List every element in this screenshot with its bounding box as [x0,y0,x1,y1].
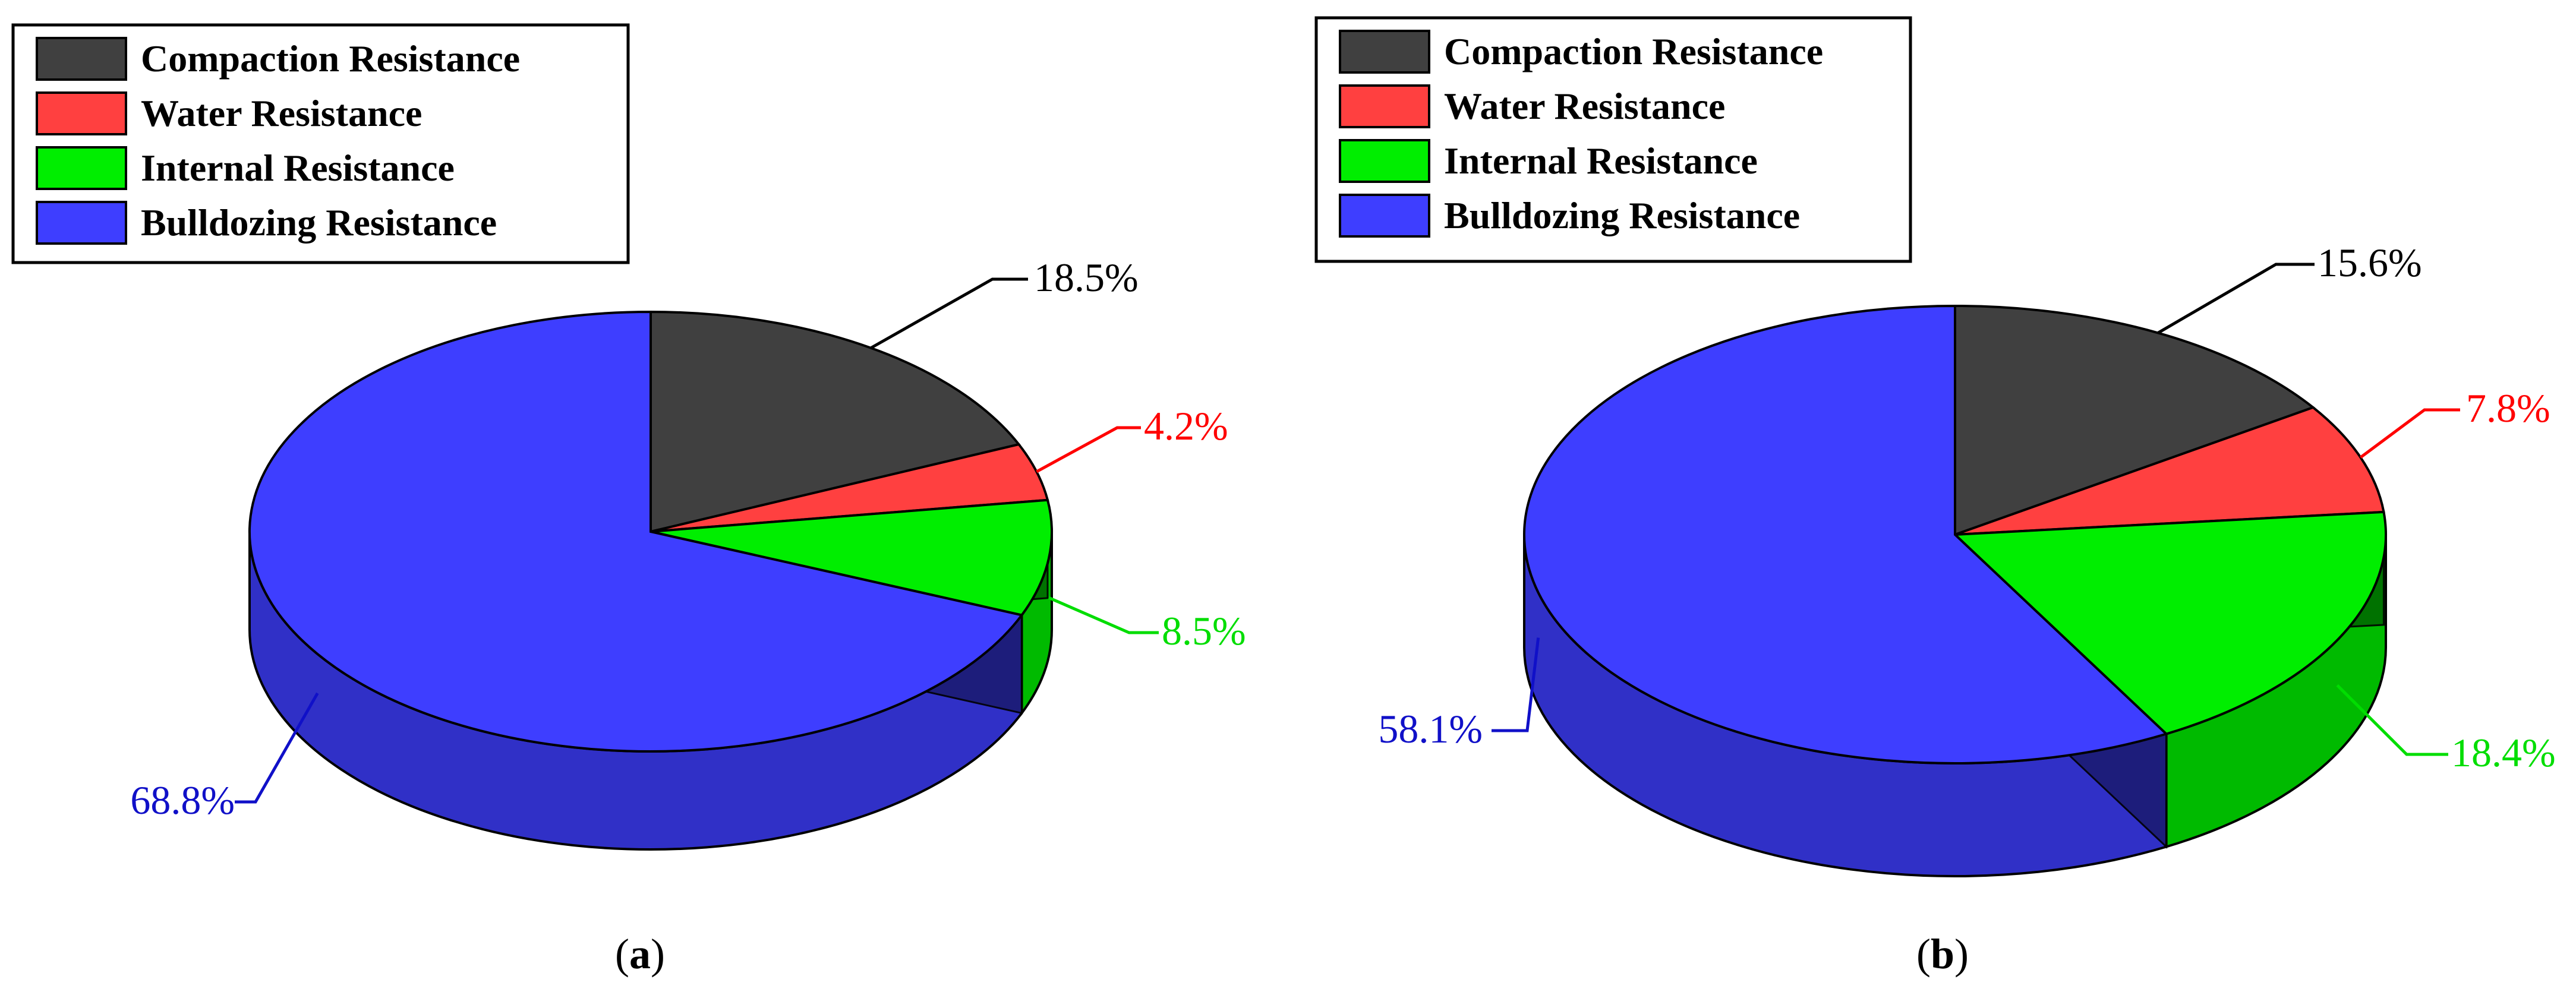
panel-caption-a: (a) [615,930,665,978]
legend: Compaction Resistance Water Resistance Int… [11,23,630,264]
slice-label-bulldozing: 58.1% [1378,706,1483,751]
legend-swatch-bulldozing [1339,194,1430,238]
leader-line-compaction [2157,263,2315,334]
slice-label-compaction: 18.5% [1034,255,1139,300]
panel-caption-b: (b) [1916,930,1969,978]
slice-label-water: 7.8% [2466,386,2550,431]
slice-label-compaction: 15.6% [2318,240,2422,285]
legend-label-internal: Internal Resistance [1444,140,1758,182]
legend-label-bulldozing: Bulldozing Resistance [1444,194,1800,236]
slice-label-internal: 18.4% [2451,730,2556,775]
legend-swatch-internal [1339,139,1430,183]
pie-slice-bulldozing [1523,304,2169,764]
legend-swatch-internal [36,146,127,190]
leader-line-water [2359,408,2460,459]
legend-label-compaction: Compaction Resistance [141,37,520,80]
legend-label-water: Water Resistance [141,92,422,134]
leader-line-compaction [870,277,1028,349]
legend-swatch-water [1339,84,1430,128]
pie-slice-bulldozing [248,310,1024,753]
slice-label-water: 4.2% [1144,403,1228,448]
legend-label-internal: Internal Resistance [141,147,455,189]
leader-line-internal [1048,596,1159,634]
pie-chart-a: 18.5% 4.2% 8.5% 68.8% Compaction Resistance W… [11,23,1246,978]
legend-swatch-compaction [1339,30,1430,74]
legend-swatch-bulldozing [36,201,127,245]
pie-slice-compaction [649,310,1021,533]
leader-line-internal [2336,684,2448,756]
legend-swatch-water [36,91,127,135]
legend-label-bulldozing: Bulldozing Resistance [141,201,497,244]
legend-label-compaction: Compaction Resistance [1444,30,1823,72]
legend-label-water: Water Resistance [1444,85,1725,127]
slice-label-bulldozing: 68.8% [130,778,235,823]
pie-slice-internal [650,498,1053,617]
slice-label-internal: 8.5% [1162,608,1246,653]
leader-line-bulldozing [235,692,319,804]
leader-line-water [1036,426,1141,473]
pie-slice-internal [1952,510,2387,735]
pie-chart-b: 15.6% 7.8% 18.4% 58.1% Compaction Resistance… [1314,16,2556,978]
legend-swatch-compaction [36,37,127,81]
legend: Compaction Resistance Water Resistance Int… [1314,16,1912,263]
leader-line-bulldozing [1492,637,1540,732]
